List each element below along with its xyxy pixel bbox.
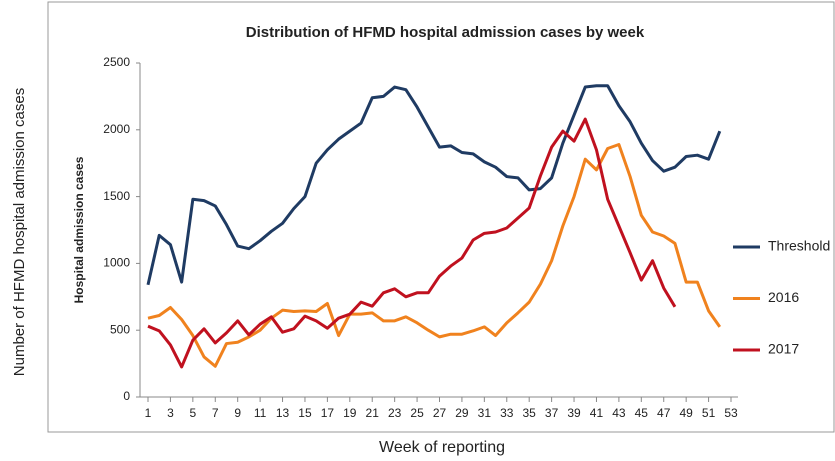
x-tick-label: 33 (500, 406, 514, 420)
x-tick-label: 27 (433, 406, 447, 420)
chart-title: Distribution of HFMD hospital admission … (246, 24, 645, 41)
x-tick-label: 7 (212, 406, 219, 420)
x-tick-label: 1 (145, 406, 152, 420)
y-tick-label: 2500 (103, 55, 130, 69)
x-tick-label: 43 (612, 406, 626, 420)
legend-label: 2016 (768, 289, 799, 305)
outer-y-axis-label: Number of HFMD hospital admission cases (11, 88, 28, 376)
x-tick-label: 37 (545, 406, 559, 420)
legend-label: Threshold (768, 238, 830, 254)
y-tick-label: 0 (123, 389, 130, 403)
x-tick-label: 21 (366, 406, 380, 420)
y-axis-label: Hospital admission cases (72, 156, 86, 303)
series-line (147, 117, 677, 369)
series-line (146, 84, 722, 286)
x-tick-label: 11 (254, 406, 267, 420)
x-axis-label: Week of reporting (379, 439, 505, 456)
y-tick-label: 2000 (103, 122, 130, 136)
x-tick-label: 39 (567, 406, 581, 420)
x-tick-label: 41 (590, 406, 604, 420)
x-tick-label: 3 (167, 406, 174, 420)
series-line (147, 142, 722, 368)
y-tick-label: 1000 (103, 256, 130, 270)
x-tick-label: 35 (523, 406, 537, 420)
x-tick-label: 5 (190, 406, 197, 420)
x-tick-label: 23 (388, 406, 402, 420)
x-tick-label: 13 (276, 406, 290, 420)
legend-label: 2017 (768, 341, 799, 357)
chart-frame (47, 1, 835, 433)
x-tick-label: 31 (478, 406, 492, 420)
y-tick-label: 1500 (103, 189, 130, 203)
x-tick-label: 25 (410, 406, 424, 420)
x-tick-label: 17 (321, 406, 335, 420)
x-tick-label: 53 (724, 406, 738, 420)
x-tick-label: 47 (657, 406, 671, 420)
x-tick-label: 9 (234, 406, 241, 420)
x-tick-label: 49 (679, 406, 693, 420)
x-tick-label: 15 (298, 406, 312, 420)
x-tick-label: 51 (702, 406, 716, 420)
x-tick-label: 29 (455, 406, 469, 420)
x-tick-label: 45 (635, 406, 649, 420)
x-tick-label: 19 (343, 406, 357, 420)
y-tick-label: 500 (110, 322, 130, 336)
